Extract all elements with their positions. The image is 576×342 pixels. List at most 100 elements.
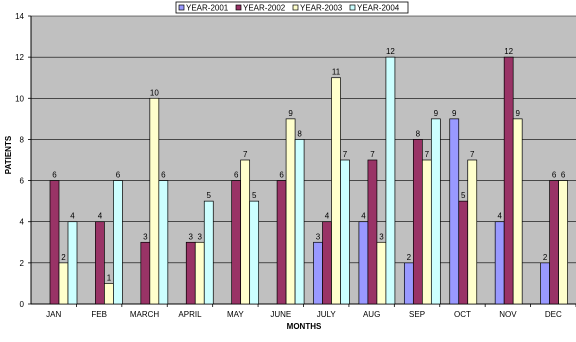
bar-year-2001-oct [449, 118, 460, 305]
data-label: 5 [207, 191, 212, 200]
data-label: 2 [543, 253, 548, 262]
bar-year-2003-sep [421, 159, 432, 305]
bar-year-2002-jan [49, 180, 60, 305]
bar-year-2003-march [149, 97, 160, 305]
data-label: 7 [370, 150, 375, 159]
bar-year-2003-nov [512, 118, 523, 305]
data-label: 9 [434, 109, 439, 118]
x-tick-label: MAY [227, 310, 244, 319]
y-tick-label: 10 [15, 94, 24, 103]
y-tick-label: 14 [15, 12, 24, 21]
legend-label: YEAR-2004 [357, 4, 400, 13]
data-label: 9 [515, 109, 520, 118]
data-label: 4 [497, 212, 502, 221]
data-label: 7 [343, 150, 348, 159]
bar-year-2003-june [285, 118, 296, 305]
bar-year-2004-april [203, 200, 214, 305]
y-tick-label: 6 [20, 177, 25, 186]
bar-year-2002-feb [95, 221, 105, 305]
bar-year-2001-nov [494, 221, 505, 305]
data-label: 8 [416, 129, 421, 138]
bar-year-2004-jan [67, 221, 78, 305]
data-label: 4 [70, 212, 75, 221]
data-label: 1 [107, 273, 112, 282]
legend-label: YEAR-2001 [186, 4, 229, 13]
data-label: 6 [552, 171, 557, 180]
y-tick-label: 4 [20, 218, 25, 227]
bar-year-2001-aug [358, 221, 369, 305]
bar-year-2004-sep [430, 118, 441, 305]
data-label: 7 [470, 150, 475, 159]
bar-year-2002-april [185, 241, 196, 305]
legend-label: YEAR-2003 [300, 4, 343, 13]
bar-year-2001-sep [403, 262, 414, 305]
bar-year-2002-sep [412, 139, 423, 305]
x-tick-label: FEB [91, 310, 107, 319]
bar-year-2003-jan [58, 262, 69, 305]
data-label: 4 [325, 212, 330, 221]
data-label: 3 [143, 232, 148, 241]
data-label: 9 [288, 109, 293, 118]
bar-year-2003-dec [558, 180, 568, 305]
bar-year-2002-march [140, 241, 151, 305]
data-label: 3 [189, 232, 194, 241]
x-tick-label: JAN [46, 310, 61, 319]
x-tick-label: NOV [499, 310, 517, 319]
data-label: 12 [386, 47, 395, 56]
y-tick-label: 12 [15, 53, 24, 62]
bar-year-2004-june [294, 139, 305, 305]
legend-swatch [292, 4, 299, 11]
bar-year-2004-aug [385, 56, 396, 305]
data-label: 9 [452, 109, 457, 118]
y-axis-label: PATIENTS [4, 135, 13, 174]
x-tick-label: JUNE [270, 310, 291, 319]
data-label: 2 [407, 253, 412, 262]
y-tick-label: 0 [20, 300, 25, 309]
bar-year-2004-march [158, 180, 169, 305]
bar-year-2002-aug [367, 159, 378, 305]
legend-box [175, 1, 409, 14]
y-tick-label: 8 [20, 135, 25, 144]
data-label: 11 [332, 68, 341, 77]
x-tick-label: OCT [454, 310, 471, 319]
bar-year-2002-july [322, 221, 332, 305]
data-label: 3 [316, 232, 321, 241]
x-tick-label: SEP [409, 310, 425, 319]
bar-year-2001-july [313, 241, 323, 305]
data-label: 5 [252, 191, 257, 200]
bar-year-2002-oct [458, 200, 469, 305]
data-label: 4 [361, 212, 366, 221]
bar-year-2003-oct [467, 159, 478, 305]
bar-year-2002-dec [549, 180, 559, 305]
data-label: 5 [461, 191, 466, 200]
data-label: 4 [98, 212, 103, 221]
data-label: 10 [150, 88, 159, 97]
data-label: 3 [379, 232, 384, 241]
data-label: 7 [425, 150, 430, 159]
data-label: 2 [61, 253, 66, 262]
data-label: 6 [52, 171, 57, 180]
bar-year-2002-june [276, 180, 287, 305]
x-tick-label: MARCH [130, 310, 160, 319]
data-label: 3 [198, 232, 203, 241]
bar-year-2003-feb [104, 283, 114, 305]
bar-year-2003-aug [376, 241, 387, 305]
x-tick-label: APRIL [178, 310, 202, 319]
bar-year-2003-july [331, 77, 341, 305]
bar-year-2002-may [231, 180, 242, 305]
bar-year-2004-feb [113, 180, 123, 305]
legend: YEAR-2001 YEAR-2002 YEAR-2003 YEAR-2004 [175, 1, 409, 14]
bar-year-2003-may [240, 159, 251, 305]
bar-year-2003-april [194, 241, 205, 305]
x-tick-label: JULY [317, 310, 337, 319]
x-tick-label: AUG [363, 310, 380, 319]
data-label: 7 [243, 150, 248, 159]
bar-year-2004-july [340, 159, 350, 305]
bar-year-2001-dec [540, 262, 550, 305]
x-axis-label: MONTHS [287, 322, 322, 331]
data-label: 8 [297, 129, 302, 138]
data-label: 6 [561, 171, 566, 180]
legend-swatch [349, 4, 356, 11]
